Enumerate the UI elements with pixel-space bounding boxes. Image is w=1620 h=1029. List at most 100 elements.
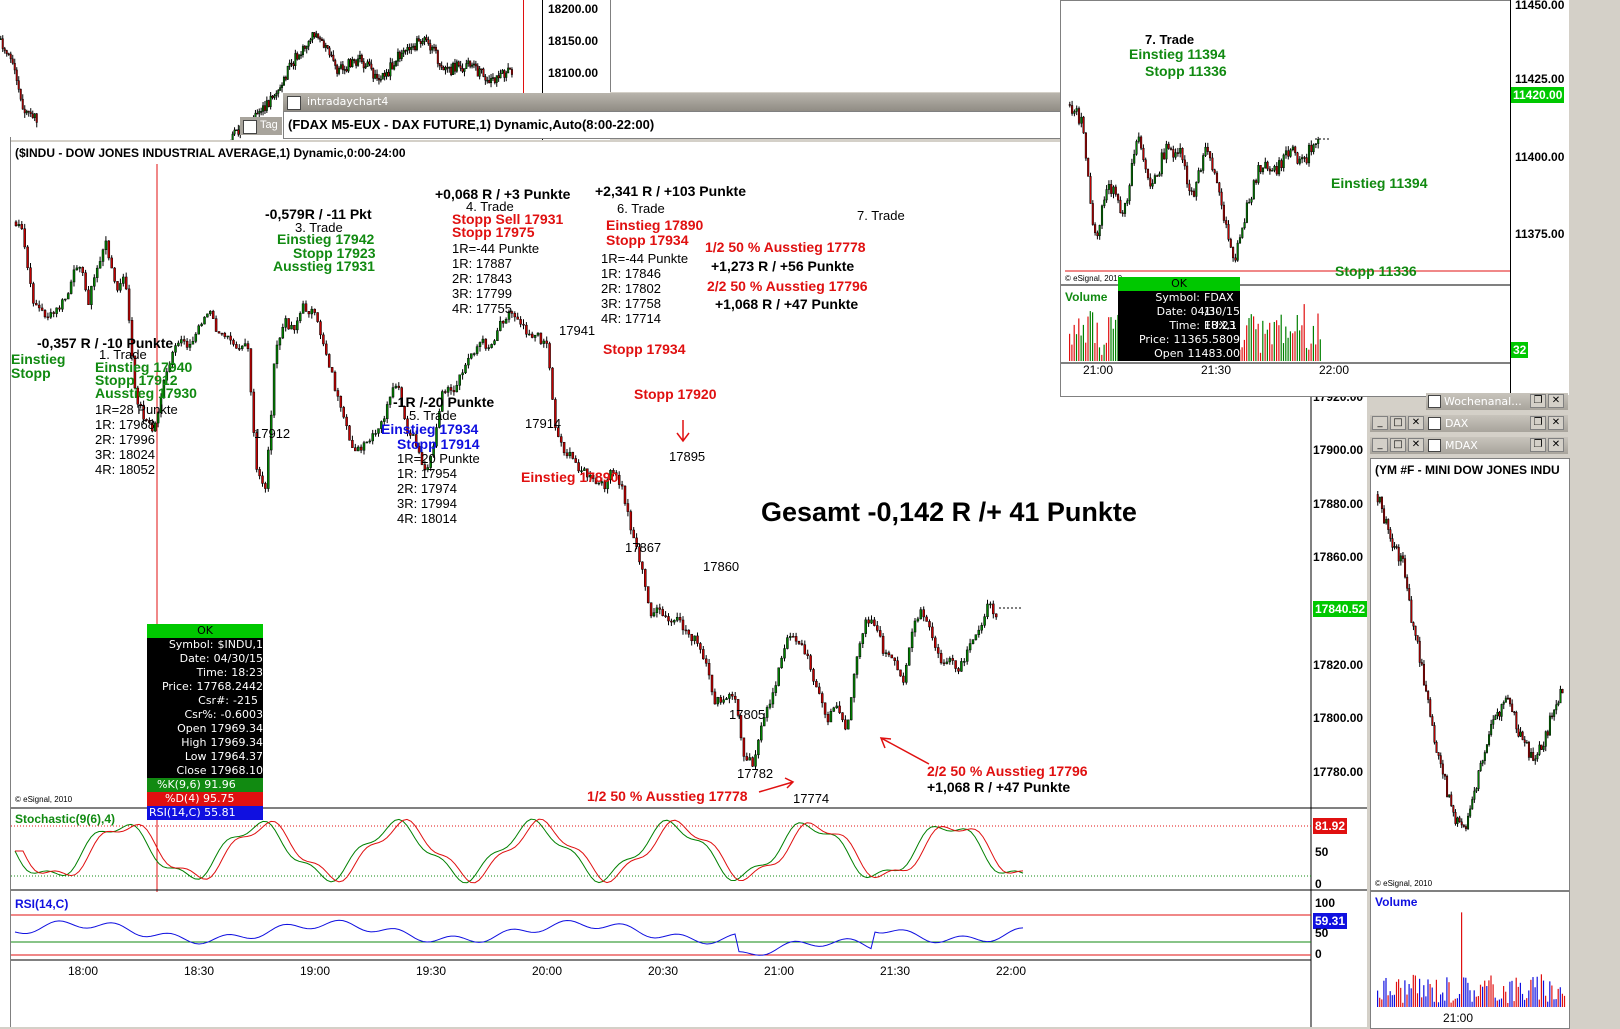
dax-titlebar[interactable]: _ □ ✕ DAX ❐ ✕ <box>1370 415 1568 432</box>
dax-candle <box>1188 183 1191 191</box>
rsi-label: RSI(14,C) <box>15 897 69 911</box>
bg-candle <box>412 45 415 48</box>
main-candle <box>812 669 815 682</box>
main-candle <box>325 343 328 355</box>
main-candle <box>432 445 435 457</box>
main-candle <box>965 649 969 662</box>
bg-candle <box>436 50 439 64</box>
main-candle <box>177 342 180 346</box>
dax-axis-11450: 11450.00 <box>1515 0 1565 12</box>
time-1830: 18:30 <box>184 964 215 978</box>
bg-candle <box>472 63 475 66</box>
arrow-exit1 <box>758 777 795 793</box>
mdax-maximize-button[interactable]: □ <box>1390 438 1406 452</box>
dax-maximize-button[interactable]: □ <box>1390 416 1406 430</box>
ym-candle <box>1485 744 1488 753</box>
tooltip-dax-key: Price: <box>1138 333 1170 346</box>
dax-candle <box>1204 146 1207 156</box>
main-candle <box>385 404 389 420</box>
tooltip-ok[interactable]: OK <box>147 624 263 638</box>
main-candle <box>594 478 598 484</box>
main-candle <box>719 697 722 703</box>
ym-candle <box>1450 794 1453 806</box>
dax-close-button[interactable]: ✕ <box>1408 416 1424 430</box>
dax-volume-bar <box>1294 331 1296 361</box>
ym-volume-bar <box>1440 994 1442 1007</box>
main-candle <box>820 693 824 704</box>
ym-volume-bar <box>1465 977 1467 1007</box>
ym-candle <box>1420 662 1423 665</box>
ym-candle <box>1429 699 1432 717</box>
bg-candle <box>383 72 386 77</box>
time-1900: 19:00 <box>300 964 331 978</box>
ym-volume-bar <box>1524 999 1526 1007</box>
tooltip-main-row: Csr%: -0.6003 <box>147 708 263 722</box>
bg-candle <box>279 87 282 91</box>
main-candle <box>994 613 998 618</box>
dax-volume-bar <box>1299 330 1301 361</box>
wochen-restore-button[interactable]: ❐ <box>1530 394 1546 408</box>
main-candle <box>855 656 859 675</box>
t1-target-4: 4R: 18052 <box>95 462 155 477</box>
t1-target-2: 2R: 17996 <box>95 432 155 447</box>
wochen-close-button[interactable]: ✕ <box>1548 394 1564 408</box>
ym-candle <box>1389 529 1392 539</box>
main-candle <box>635 537 638 547</box>
bg-candle <box>294 53 297 66</box>
main-candle <box>960 661 963 672</box>
main-candle <box>849 697 853 721</box>
bg-candle <box>262 105 265 112</box>
tooltip-dax-ok[interactable]: OK <box>1118 277 1240 291</box>
main-candle <box>673 620 676 623</box>
dax-candle <box>1192 190 1196 197</box>
t3-result: -0,579R / -11 Pkt <box>265 206 372 222</box>
ym-volume-bar <box>1479 984 1482 1007</box>
dax-close2-button[interactable]: ✕ <box>1548 416 1564 430</box>
indu-main-window: ($INDU - DOW JONES INDUSTRIAL AVERAGE,1)… <box>10 142 1367 1027</box>
mdax-restore-button[interactable]: ❐ <box>1530 438 1546 452</box>
dax-candle <box>1278 160 1281 175</box>
main-candle <box>728 694 731 699</box>
dax-candle <box>1163 152 1166 160</box>
main-candle <box>203 316 206 325</box>
bg-candle <box>379 79 382 81</box>
mdax-titlebar[interactable]: _ □ ✕ MDAX ❐ ✕ <box>1370 437 1568 454</box>
intraday-chart-titlebar[interactable]: intradaychart4 <box>283 93 1060 111</box>
bg-candle <box>311 32 314 40</box>
tooltip-main-value: 18:23 <box>231 666 263 679</box>
dax-volume-bar <box>1292 333 1294 361</box>
dax-minimize-button[interactable]: _ <box>1372 416 1388 430</box>
bg-candle <box>499 73 502 79</box>
tooltip-dax-row: Time: 18:23 <box>1118 319 1240 333</box>
bg-candle <box>404 50 407 52</box>
bg-candle <box>351 59 354 68</box>
wochen-titlebar[interactable]: Wochenanal... ❐ ✕ <box>1426 393 1568 410</box>
mdax-close2-button[interactable]: ✕ <box>1548 438 1564 452</box>
tooltip-main-row: Symbol: $INDU,1 <box>147 638 263 652</box>
dax-candle <box>1222 204 1225 221</box>
window-icon <box>1428 439 1441 452</box>
main-candle <box>136 387 140 405</box>
dax-restore-button[interactable]: ❐ <box>1530 416 1546 430</box>
main-candle <box>220 332 224 335</box>
p17774: 17774 <box>793 791 830 806</box>
bg-candle <box>275 92 278 96</box>
t1-targets: 1R=28 Punkte 1R: 17968 2R: 17996 3R: 180… <box>95 402 178 477</box>
mdax-close-button[interactable]: ✕ <box>1408 438 1424 452</box>
ym-candle <box>1532 752 1535 761</box>
ym-candle <box>1395 546 1398 548</box>
main-candle <box>806 653 809 656</box>
main-candle <box>977 629 981 635</box>
tag-tab[interactable]: Tag <box>240 117 282 135</box>
main-candle <box>188 343 192 348</box>
main-candle <box>910 631 914 648</box>
main-candle <box>800 643 804 645</box>
main-candle <box>348 425 351 441</box>
mdax-minimize-button[interactable]: _ <box>1372 438 1388 452</box>
main-candle <box>383 418 386 422</box>
main-candle <box>472 353 476 355</box>
dax-candle <box>1140 136 1143 149</box>
bg-candle <box>292 63 295 66</box>
tooltip-main-value: 17768.2442 <box>196 680 263 693</box>
ym-window: (YM #F - MINI DOW JONES INDU © eSignal, … <box>1370 458 1570 1029</box>
